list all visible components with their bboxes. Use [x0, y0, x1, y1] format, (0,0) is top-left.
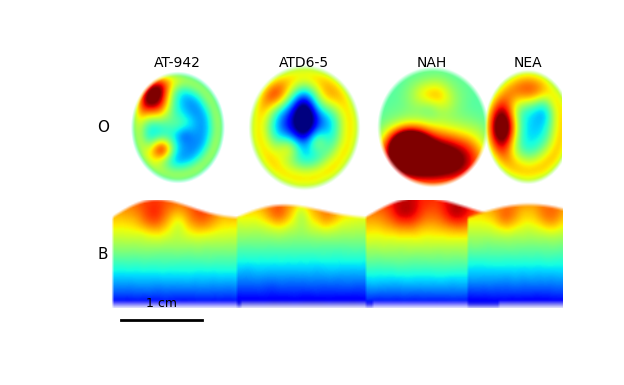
Text: O: O: [97, 120, 109, 134]
Text: NEA: NEA: [513, 56, 542, 70]
Text: AT-942: AT-942: [154, 56, 201, 70]
Text: B: B: [97, 247, 108, 261]
Text: ATD6-5: ATD6-5: [279, 56, 329, 70]
Text: 1 cm: 1 cm: [146, 297, 177, 310]
Text: NAH: NAH: [417, 56, 447, 70]
